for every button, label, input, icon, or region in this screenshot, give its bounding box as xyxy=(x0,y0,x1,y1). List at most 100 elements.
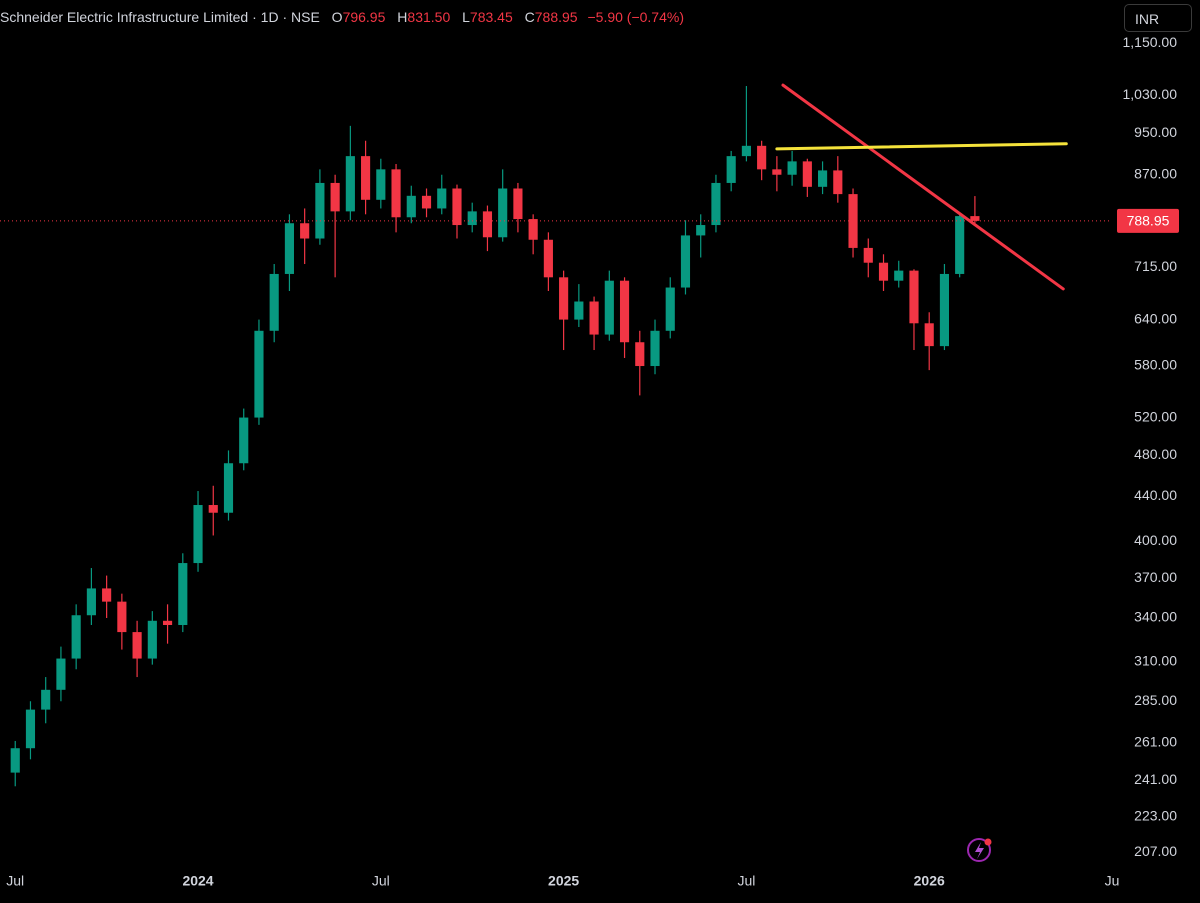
y-tick-label: 520.00 xyxy=(1134,408,1177,424)
candle-body xyxy=(467,211,477,226)
x-tick-label: Jul xyxy=(6,873,24,889)
y-tick-label: 640.00 xyxy=(1134,310,1177,326)
y-tick-label: 1,150.00 xyxy=(1123,34,1178,50)
candle-body xyxy=(696,225,706,236)
x-tick-label: 2026 xyxy=(914,873,945,889)
candle-body xyxy=(665,287,675,331)
icon-badge xyxy=(984,838,992,846)
x-tick-label: 2025 xyxy=(548,873,579,889)
y-tick-label: 870.00 xyxy=(1134,165,1177,181)
candle-body xyxy=(818,170,828,187)
candle-body xyxy=(863,247,873,263)
last-price-tag xyxy=(1117,208,1179,233)
candle-body xyxy=(132,632,142,659)
ohlc-label: O xyxy=(331,9,343,25)
y-tick-label: 223.00 xyxy=(1134,808,1177,824)
ohlc-label: L xyxy=(462,9,470,25)
candle-body xyxy=(86,588,96,616)
x-tick-label: Ju xyxy=(1105,873,1120,889)
candle-body xyxy=(376,169,386,200)
candle-body xyxy=(223,463,234,513)
candle-body xyxy=(254,330,264,418)
price-change: −5.90 (−0.74%) xyxy=(587,9,684,25)
candle-body xyxy=(330,182,340,212)
x-tick-label: Jul xyxy=(372,873,390,889)
candle-body xyxy=(193,505,203,564)
candle-body xyxy=(833,170,843,195)
ohlc-value: 796.95 xyxy=(342,9,386,25)
symbol-title: Schneider Electric Infrastructure Limite… xyxy=(0,9,320,25)
lightning-icon[interactable] xyxy=(967,838,992,862)
candle-body xyxy=(772,169,782,175)
candle-body xyxy=(970,216,980,221)
currency-button[interactable]: INR xyxy=(1124,4,1192,32)
candle-body xyxy=(71,615,81,659)
candle-body xyxy=(711,182,721,226)
candle-body xyxy=(406,195,416,218)
y-tick-label: 480.00 xyxy=(1134,446,1177,462)
last-price-label: 788.95 xyxy=(1127,213,1170,229)
candle-body xyxy=(741,145,751,157)
candle-body xyxy=(924,323,934,347)
candle-body xyxy=(162,620,173,625)
candle-body xyxy=(757,145,767,170)
ohlc-label: H xyxy=(397,9,408,25)
y-tick-label: 1,030.00 xyxy=(1123,86,1178,102)
candle-body xyxy=(437,188,447,209)
icon-bolt xyxy=(975,842,984,859)
y-tick-label: 207.00 xyxy=(1134,843,1177,859)
candle-body xyxy=(269,273,279,331)
candle-body xyxy=(452,188,462,226)
candle-body xyxy=(559,277,569,320)
ohlc-value: 783.45 xyxy=(469,9,513,25)
ohlc-value: 788.95 xyxy=(534,9,578,25)
candle-body xyxy=(391,169,401,218)
candle-body xyxy=(25,709,36,749)
candle-body xyxy=(361,156,371,200)
y-tick-label: 261.00 xyxy=(1134,733,1177,749)
trend-line xyxy=(781,83,1065,291)
y-tick-label: 285.00 xyxy=(1134,692,1177,708)
candle-body xyxy=(345,156,355,212)
y-tick-label: 310.00 xyxy=(1134,652,1177,668)
candle-body xyxy=(802,161,812,187)
candle-body xyxy=(117,601,127,633)
candle-body xyxy=(315,182,325,239)
y-tick-label: 340.00 xyxy=(1134,609,1177,625)
icon-ring xyxy=(967,838,991,862)
candle-body xyxy=(528,219,538,240)
candle-body xyxy=(604,280,614,335)
candle-body xyxy=(239,417,249,464)
candle-body xyxy=(635,342,645,367)
candle-body xyxy=(680,235,691,288)
ohlc-value: 831.50 xyxy=(407,9,451,25)
candle-body xyxy=(102,588,112,602)
candle-body xyxy=(848,194,858,248)
candle-body xyxy=(878,262,889,281)
y-tick-label: 440.00 xyxy=(1134,487,1177,503)
ohlc-label: C xyxy=(524,9,535,25)
candle-body xyxy=(10,748,20,773)
candle-body xyxy=(482,211,493,238)
candle-body xyxy=(208,505,218,513)
symbol-header: Schneider Electric Infrastructure Limite… xyxy=(0,9,684,25)
candle-body xyxy=(787,161,797,175)
x-tick-label: 2024 xyxy=(182,873,213,889)
candle-body xyxy=(284,223,294,274)
candle-body xyxy=(41,689,51,710)
y-tick-label: 950.00 xyxy=(1134,124,1177,140)
y-tick-label: 400.00 xyxy=(1134,532,1177,548)
candle-body xyxy=(543,239,553,278)
y-tick-label: 241.00 xyxy=(1134,771,1177,787)
candle-body xyxy=(909,270,919,324)
y-tick-label: 370.00 xyxy=(1134,569,1177,585)
candle-body xyxy=(619,280,630,343)
candle-body xyxy=(939,273,950,347)
y-tick-label: 715.00 xyxy=(1134,258,1177,274)
candle-body xyxy=(300,223,310,239)
candle-body xyxy=(726,156,736,183)
candle-body xyxy=(498,188,508,238)
candle-body xyxy=(894,270,904,281)
